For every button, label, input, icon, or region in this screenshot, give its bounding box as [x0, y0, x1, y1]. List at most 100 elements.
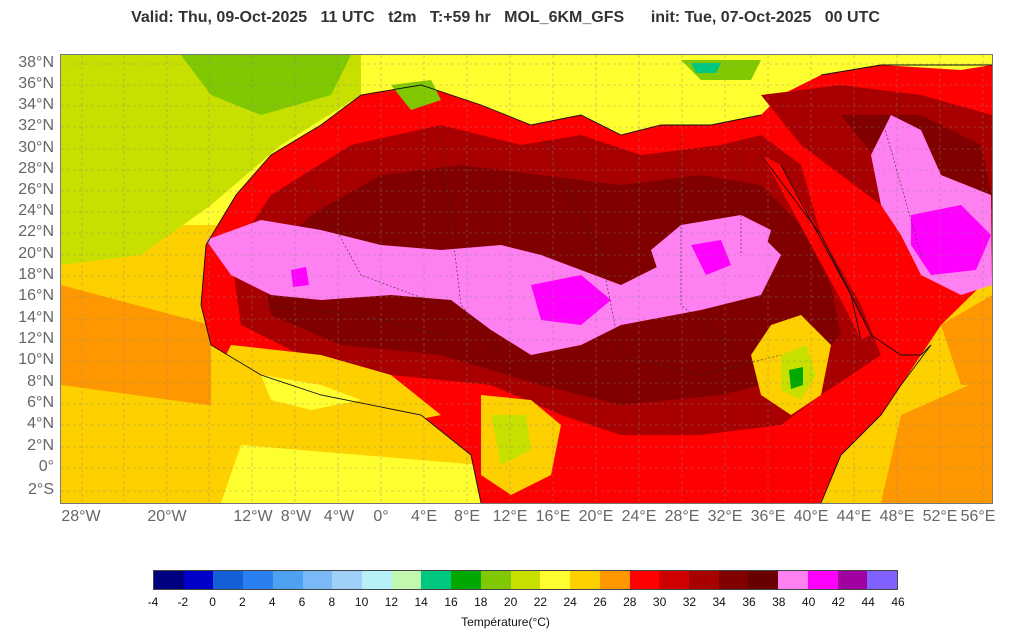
- legend-tick-label: 32: [682, 595, 697, 609]
- legend-swatch: [480, 571, 511, 589]
- legend-swatch: [837, 571, 868, 589]
- legend-swatch: [154, 571, 184, 589]
- lat-label: 8°N: [27, 373, 54, 390]
- legend-tick-label: 38: [772, 595, 786, 609]
- lon-label: 4°E: [411, 508, 437, 525]
- legend-swatch: [272, 571, 303, 589]
- graticule: [61, 55, 992, 503]
- legend-tick-label: 40: [801, 595, 816, 609]
- model-name: MOL_6KM_GFS: [504, 9, 625, 26]
- lon-label: 20°E: [578, 508, 614, 525]
- lon-label: 28°E: [664, 508, 700, 525]
- variable-name: t2m: [388, 9, 417, 26]
- legend-swatch: [570, 571, 600, 589]
- legend-tick-label: 10: [354, 595, 369, 609]
- lat-label: 32°N: [18, 117, 54, 134]
- lat-label: 14°N: [18, 309, 54, 326]
- lat-label: 24°N: [18, 202, 54, 219]
- legend-swatch: [807, 571, 838, 589]
- legend-swatch: [362, 571, 392, 589]
- legend-tick-label: 16: [444, 595, 458, 609]
- legend-swatch: [183, 571, 214, 589]
- lat-label: 26°N: [18, 181, 54, 198]
- lon-label: 48°E: [879, 508, 915, 525]
- legend-tick-label: 22: [533, 595, 548, 609]
- lat-label: 22°N: [18, 223, 54, 240]
- legend-tick-label: 8: [328, 595, 336, 609]
- lon-label: 56°E: [960, 508, 996, 525]
- legend-swatch: [451, 571, 481, 589]
- lat-label: 4°N: [27, 415, 54, 432]
- legend-tick-label: -4: [147, 595, 159, 609]
- lon-label: 8°W: [280, 508, 312, 525]
- legend-swatch: [599, 571, 630, 589]
- legend-swatch: [332, 571, 363, 589]
- legend-swatch: [510, 571, 541, 589]
- legend-swatch: [748, 571, 779, 589]
- legend-tick-label: 4: [268, 595, 276, 609]
- legend-swatch: [659, 571, 689, 589]
- lon-label: 28°W: [61, 508, 101, 525]
- lat-label: 34°N: [18, 96, 54, 113]
- legend-swatch: [629, 571, 660, 589]
- lon-label: 24°E: [621, 508, 657, 525]
- lat-label: 6°N: [27, 394, 54, 411]
- legend-tick-label: 28: [623, 595, 637, 609]
- coastlines: [200, 64, 992, 503]
- legend-tick-label: 0: [209, 595, 216, 609]
- temperature-map[interactable]: [60, 54, 993, 504]
- legend-tick-label: 46: [891, 595, 905, 609]
- lon-label: 20°W: [147, 508, 187, 525]
- lon-label: 44°E: [836, 508, 872, 525]
- legend-tick-label: 12: [384, 595, 399, 609]
- lon-label: 4°W: [323, 508, 355, 525]
- legend-swatch: [540, 571, 571, 589]
- valid-time: Valid: Thu, 09-Oct-2025 11 UTC: [131, 9, 375, 26]
- legend-tick-label: 6: [298, 595, 306, 609]
- legend-tick-label: 26: [593, 595, 607, 609]
- lat-label: 2°N: [27, 437, 54, 454]
- lat-label: 36°N: [18, 75, 54, 92]
- lon-label: 40°E: [793, 508, 829, 525]
- legend-tick-label: 36: [742, 595, 756, 609]
- legend-tick-label: 42: [831, 595, 846, 609]
- legend-tick-label: 20: [503, 595, 518, 609]
- lon-label: 52°E: [922, 508, 958, 525]
- legend-swatch: [302, 571, 333, 589]
- legend-tick-label: 24: [563, 595, 577, 609]
- legend-swatch: [688, 571, 719, 589]
- lon-label: 12°E: [492, 508, 528, 525]
- legend-tick-label: 34: [712, 595, 726, 609]
- legend-swatch: [778, 571, 808, 589]
- lon-label: 12°W: [233, 508, 273, 525]
- legend-tick-label: 44: [861, 595, 875, 609]
- lon-label: 8°E: [454, 508, 480, 525]
- map-title: Valid: Thu, 09-Oct-2025 11 UTC t2m T:+59…: [0, 9, 1011, 27]
- legend-swatch: [213, 571, 244, 589]
- lat-label: 12°N: [18, 330, 54, 347]
- legend-swatch: [421, 571, 452, 589]
- legend-swatch: [718, 571, 749, 589]
- forecast-hour: T:+59 hr: [429, 9, 491, 26]
- legend-tick-label: 30: [652, 595, 667, 609]
- lat-label: 30°N: [18, 139, 54, 156]
- legend-tick-label: -2: [177, 595, 189, 609]
- legend-tick-label: 18: [474, 595, 488, 609]
- lat-label: 28°N: [18, 160, 54, 177]
- legend-swatch: [243, 571, 273, 589]
- legend-tick-label: 14: [414, 595, 428, 609]
- legend-title: Température(°C): [461, 615, 550, 629]
- legend-tick-label: 2: [239, 595, 246, 609]
- lat-label: 10°N: [18, 351, 54, 368]
- color-legend: [153, 570, 898, 590]
- lon-label: 36°E: [750, 508, 786, 525]
- lat-label: 2°S: [28, 481, 54, 498]
- country-borders: [260, 114, 922, 376]
- lat-label: 20°N: [18, 245, 54, 262]
- lat-label: 0°: [38, 458, 54, 475]
- lat-label: 16°N: [18, 287, 54, 304]
- lon-label: 0°: [373, 508, 389, 525]
- lat-label: 18°N: [18, 266, 54, 283]
- legend-swatch: [867, 571, 897, 589]
- init-time: init: Tue, 07-Oct-2025 00 UTC: [650, 9, 880, 26]
